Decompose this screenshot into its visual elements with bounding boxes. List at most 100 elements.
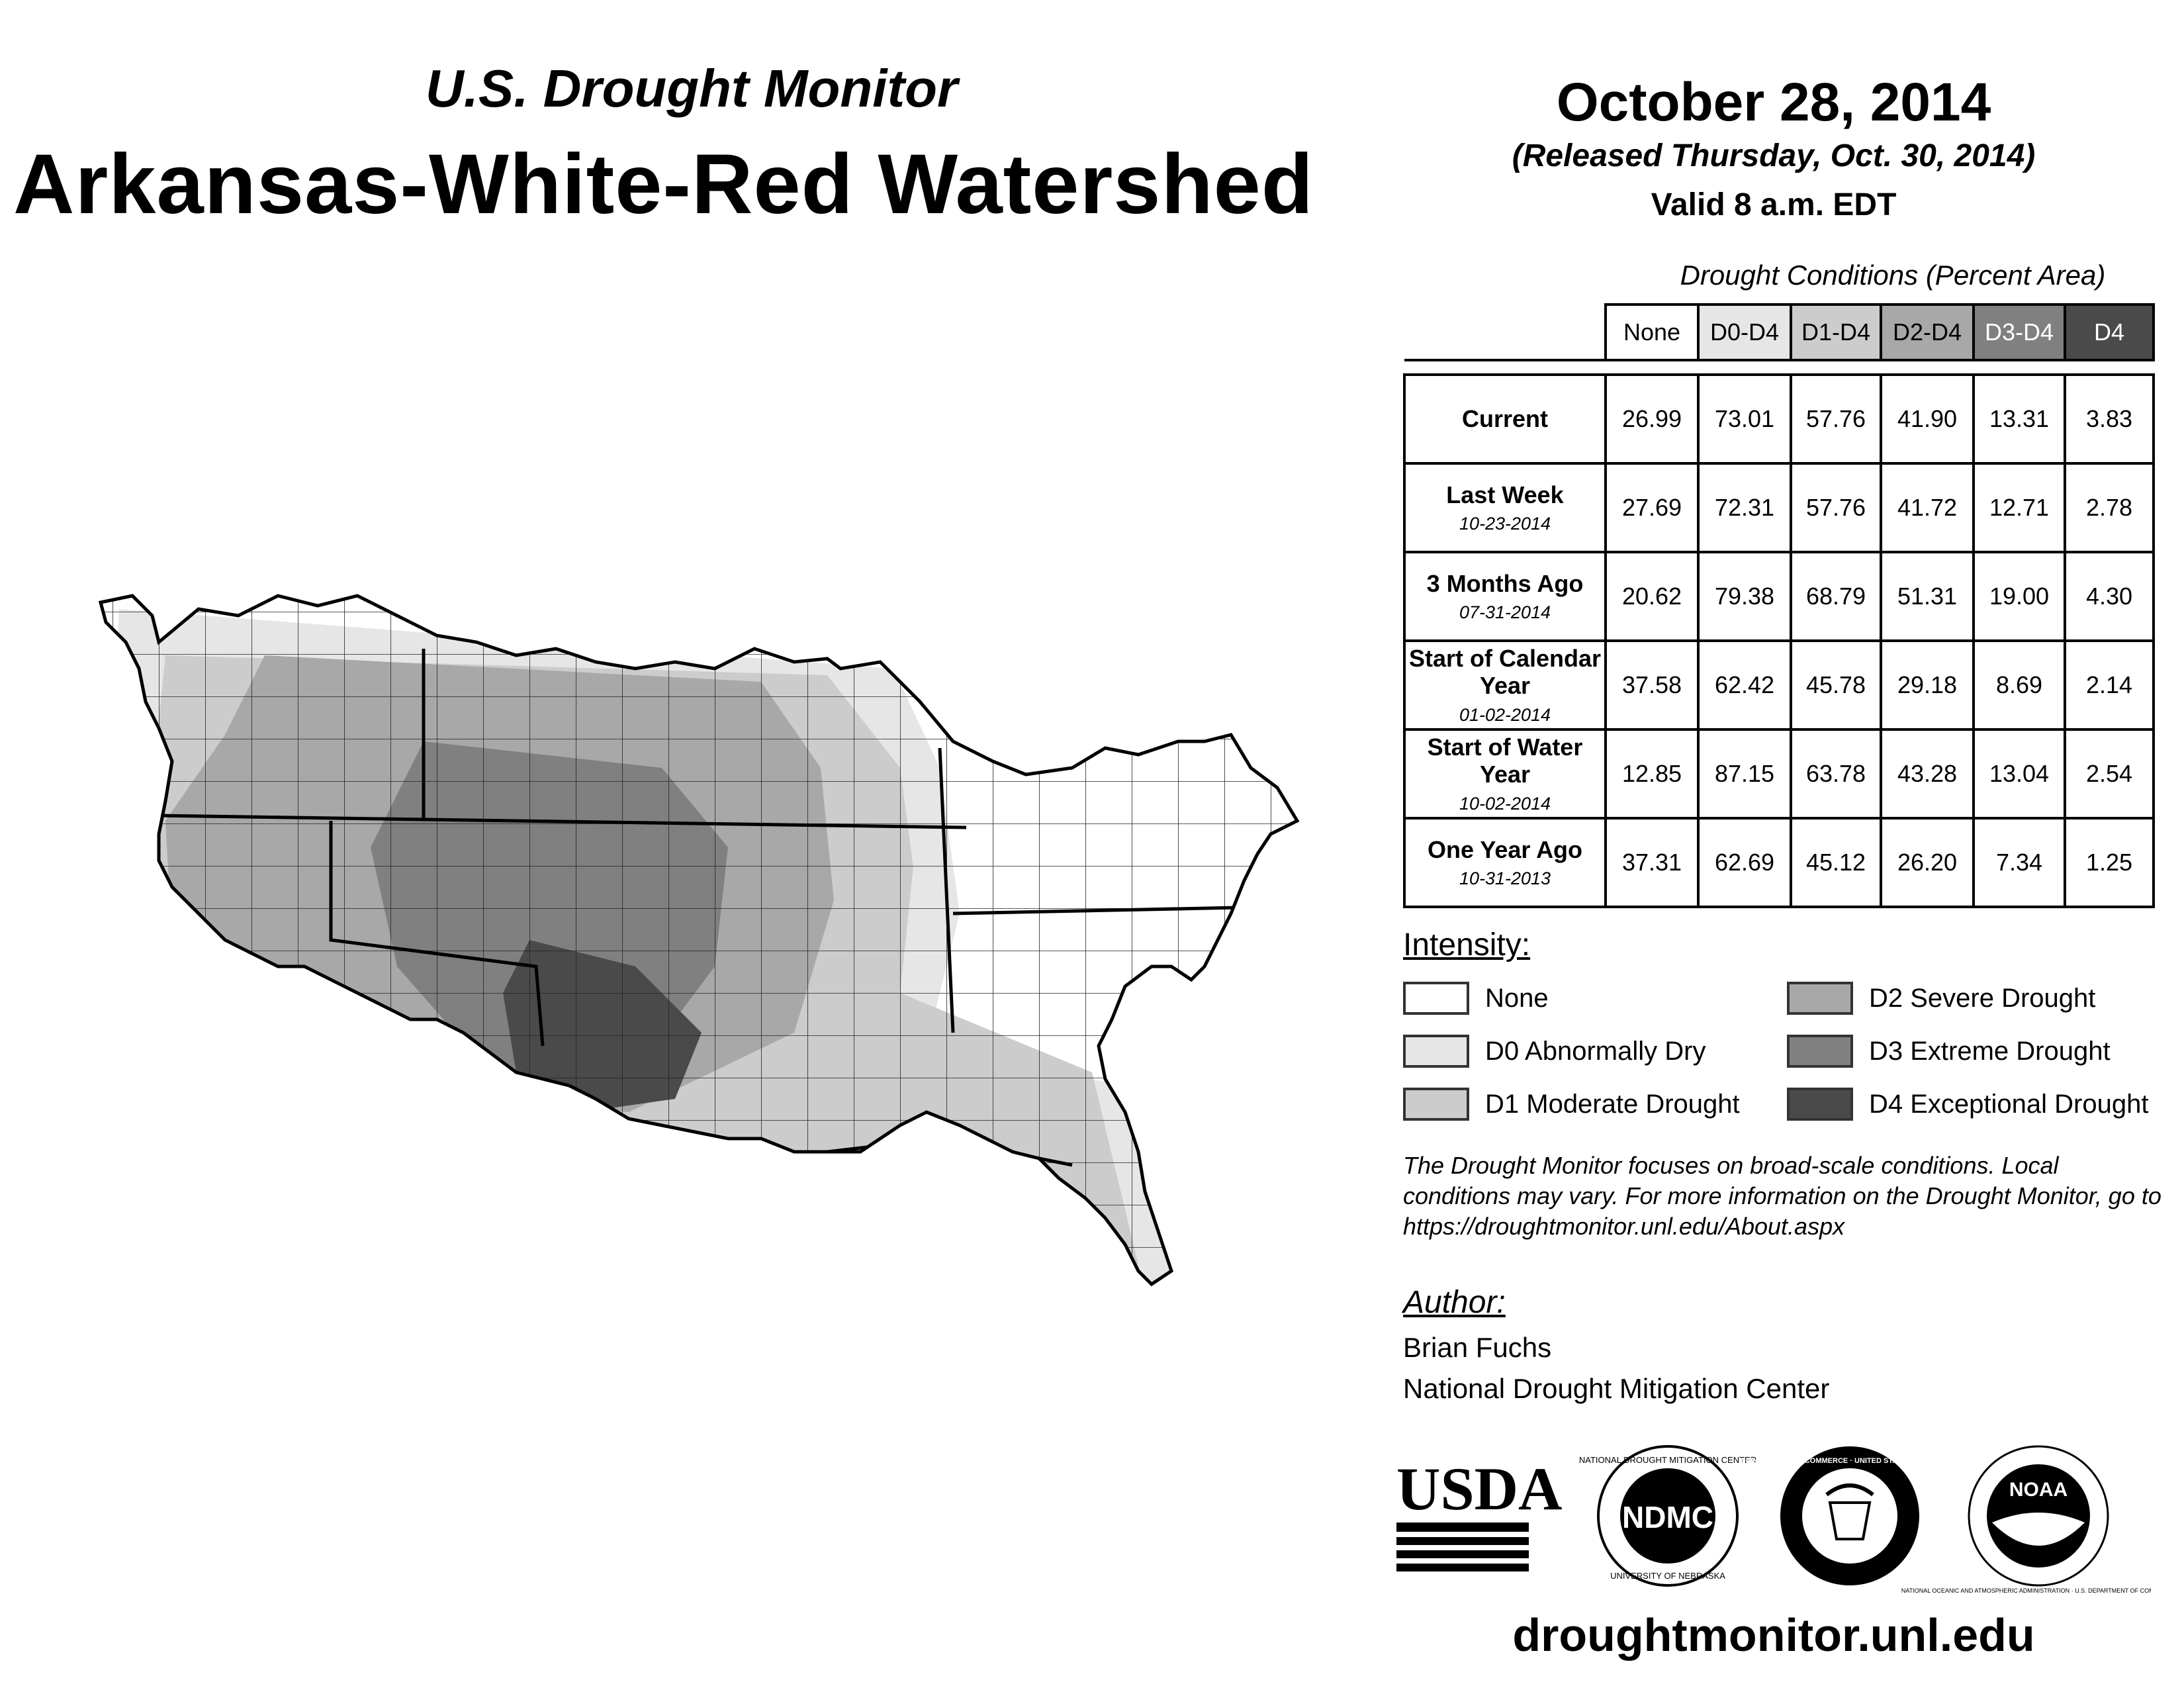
- legend-item-d2: D2 Severe Drought: [1787, 980, 2095, 1017]
- cell-value: 3.83: [2064, 373, 2155, 465]
- drought-map: [98, 594, 1300, 1287]
- table-row: 3 Months Ago 07-31-2014 20.62 79.38 68.79…: [1403, 551, 2155, 642]
- ndmc-logo: NDMC NATIONAL DROUGHT MITIGATION CENTER …: [1579, 1445, 1756, 1587]
- map-subtitle: U.S. Drought Monitor: [425, 59, 958, 118]
- table-caption: Drought Conditions (Percent Area): [1680, 259, 2106, 291]
- cell-value: 26.20: [1880, 817, 1975, 908]
- cell-value: 8.69: [1972, 639, 2066, 731]
- cell-value: 2.54: [2064, 728, 2155, 820]
- legend-label: D1 Moderate Drought: [1485, 1089, 1740, 1119]
- legend-item-d1: D1 Moderate Drought: [1403, 1086, 1740, 1123]
- cell-value: 62.42: [1697, 639, 1792, 731]
- disclaimer-note: The Drought Monitor focuses on broad-sca…: [1403, 1152, 2161, 1241]
- cell-value: 4.30: [2064, 551, 2155, 642]
- cell-value: 2.14: [2064, 639, 2155, 731]
- legend-item-d0: D0 Abnormally Dry: [1403, 1033, 1706, 1070]
- website-url[interactable]: droughtmonitor.unl.edu: [1512, 1609, 2035, 1661]
- row-label: Current: [1403, 373, 1607, 465]
- drought-conditions-table: None D0-D4 D1-D4 D2-D4 D3-D4 D4 Current …: [1403, 303, 2155, 908]
- cell-value: 20.62: [1604, 551, 1700, 642]
- legend-item-none: None: [1403, 980, 1549, 1017]
- legend-label: D4 Exceptional Drought: [1869, 1089, 2149, 1119]
- cell-value: 68.79: [1790, 551, 1882, 642]
- svg-text:UNIVERSITY OF NEBRASKA: UNIVERSITY OF NEBRASKA: [1610, 1571, 1725, 1581]
- cell-value: 37.31: [1604, 817, 1700, 908]
- legend-label: D3 Extreme Drought: [1869, 1036, 2111, 1066]
- legend-label: D2 Severe Drought: [1869, 983, 2096, 1013]
- legend-item-d4: D4 Exceptional Drought: [1787, 1086, 2148, 1123]
- cell-value: 57.76: [1790, 462, 1882, 553]
- usda-logo: USDA: [1396, 1455, 1562, 1571]
- cell-value: 87.15: [1697, 728, 1792, 820]
- release-date: (Released Thursday, Oct. 30, 2014): [1512, 138, 2036, 173]
- row-label: Start of Water Year 10-02-2014: [1403, 728, 1607, 820]
- cell-value: 27.69: [1604, 462, 1700, 553]
- table-corner: [1404, 305, 1607, 361]
- watershed-boundary: [98, 594, 1300, 1287]
- row-label: Last Week 10-23-2014: [1403, 462, 1607, 553]
- row-label: Start of Calendar Year 01-02-2014: [1403, 639, 1607, 731]
- column-header-d1-d4: D1-D4: [1790, 303, 1882, 361]
- cell-value: 62.69: [1697, 817, 1792, 908]
- column-header-d4: D4: [2064, 303, 2155, 361]
- cell-value: 79.38: [1697, 551, 1792, 642]
- partner-logos: USDA NDMC NATIONAL DROUGHT MITIGATION CE…: [1396, 1445, 2151, 1594]
- author-organization: National Drought Mitigation Center: [1403, 1373, 1830, 1404]
- cell-value: 29.18: [1880, 639, 1975, 731]
- legend-swatch: [1787, 1035, 1853, 1068]
- cell-value: 7.34: [1972, 817, 2066, 908]
- table-header-row: None D0-D4 D1-D4 D2-D4 D3-D4 D4: [1404, 303, 2155, 361]
- legend-swatch: [1403, 1035, 1469, 1068]
- legend-swatch: [1787, 982, 1853, 1015]
- cell-value: 41.72: [1880, 462, 1975, 553]
- cell-value: 2.78: [2064, 462, 2155, 553]
- cell-value: 13.31: [1972, 373, 2066, 465]
- row-label: 3 Months Ago 07-31-2014: [1403, 551, 1607, 642]
- svg-text:NOAA: NOAA: [2009, 1479, 2068, 1501]
- cell-value: 72.31: [1697, 462, 1792, 553]
- cell-value: 12.85: [1604, 728, 1700, 820]
- cell-value: 41.90: [1880, 373, 1975, 465]
- table-row: Start of Water Year 10-02-2014 12.85 87.1…: [1403, 728, 2155, 820]
- author-heading: Author:: [1403, 1285, 1506, 1320]
- row-label: One Year Ago 10-31-2013: [1403, 817, 1607, 908]
- cell-value: 43.28: [1880, 728, 1975, 820]
- table-row: Current 26.99 73.01 57.76 41.90 13.31 3.…: [1403, 373, 2155, 465]
- legend-swatch: [1787, 1088, 1853, 1121]
- column-header-none: None: [1604, 303, 1700, 361]
- cell-value: 73.01: [1697, 373, 1792, 465]
- legend-item-d3: D3 Extreme Drought: [1787, 1033, 2111, 1070]
- svg-text:DEPARTMENT OF COMMERCE · UNITE: DEPARTMENT OF COMMERCE · UNITED STATES O…: [1741, 1457, 1959, 1465]
- legend-heading: Intensity:: [1403, 927, 1531, 962]
- cell-value: 1.25: [2064, 817, 2155, 908]
- valid-time: Valid 8 a.m. EDT: [1651, 187, 1897, 222]
- department-of-commerce-logo: DEPARTMENT OF COMMERCE · UNITED STATES O…: [1741, 1446, 1959, 1585]
- cell-value: 26.99: [1604, 373, 1700, 465]
- cell-value: 37.58: [1604, 639, 1700, 731]
- cell-value: 45.78: [1790, 639, 1882, 731]
- table-row: One Year Ago 10-31-2013 37.31 62.69 45.12…: [1403, 817, 2155, 908]
- legend-label: D0 Abnormally Dry: [1485, 1036, 1706, 1066]
- svg-text:NATIONAL OCEANIC AND ATMOSPHER: NATIONAL OCEANIC AND ATMOSPHERIC ADMINIS…: [1901, 1587, 2151, 1594]
- svg-text:NATIONAL DROUGHT MITIGATION CE: NATIONAL DROUGHT MITIGATION CENTER: [1579, 1455, 1756, 1465]
- column-header-d0-d4: D0-D4: [1697, 303, 1792, 361]
- cell-value: 19.00: [1972, 551, 2066, 642]
- cell-value: 63.78: [1790, 728, 1882, 820]
- legend-label: None: [1485, 983, 1549, 1013]
- svg-text:USDA: USDA: [1396, 1455, 1562, 1523]
- table-row: Last Week 10-23-2014 27.69 72.31 57.76 41…: [1403, 462, 2155, 553]
- cell-value: 13.04: [1972, 728, 2066, 820]
- svg-text:NDMC: NDMC: [1622, 1500, 1713, 1534]
- cell-value: 12.71: [1972, 462, 2066, 553]
- cell-value: 45.12: [1790, 817, 1882, 908]
- map-date: October 28, 2014: [1556, 72, 1991, 132]
- map-title: Arkansas-White-Red Watershed: [13, 137, 1314, 232]
- cell-value: 51.31: [1880, 551, 1975, 642]
- noaa-logo: NOAA NATIONAL OCEANIC AND ATMOSPHERIC AD…: [1901, 1445, 2151, 1594]
- legend-swatch: [1403, 1088, 1469, 1121]
- column-header-d2-d4: D2-D4: [1880, 303, 1975, 361]
- author-name: Brian Fuchs: [1403, 1332, 1552, 1363]
- cell-value: 57.76: [1790, 373, 1882, 465]
- column-header-d3-d4: D3-D4: [1972, 303, 2066, 361]
- legend-swatch: [1403, 982, 1469, 1015]
